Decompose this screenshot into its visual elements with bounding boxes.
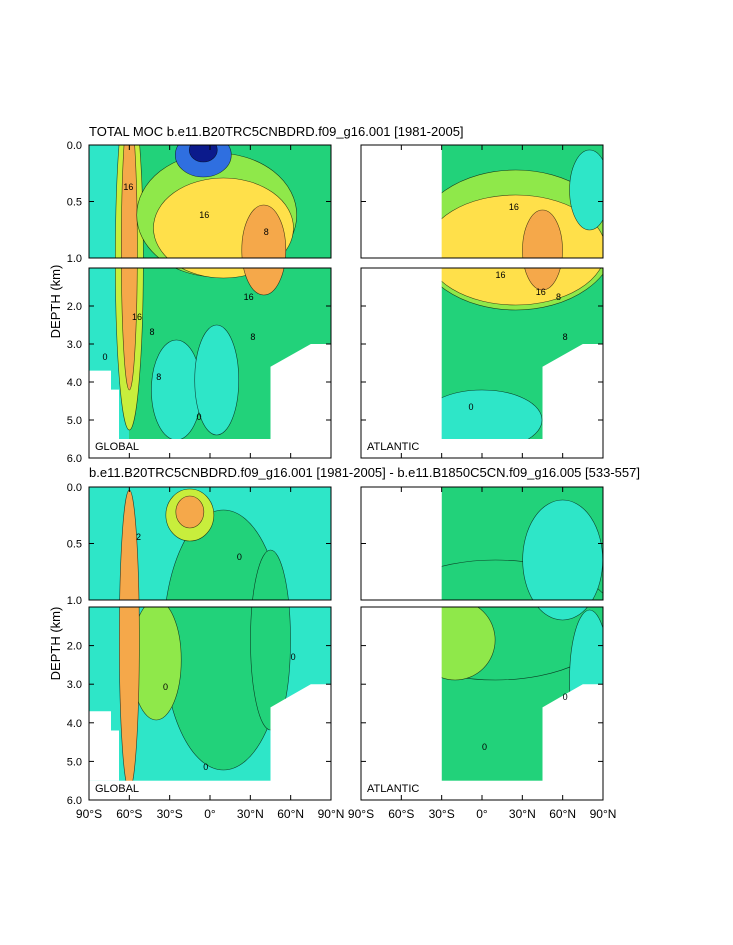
panel-total-global-upper [89,145,331,258]
contour-region [194,324,240,436]
x-tick-label: 0° [476,807,488,821]
contour-region [522,209,563,258]
contour-region [175,495,205,529]
contour-label: 16 [199,210,209,220]
contour-region [252,549,289,600]
y-tick-label: 3.0 [67,679,82,691]
seafloor-mask [542,344,603,458]
y-tick-label: 0.5 [67,197,82,209]
contour-region [121,145,138,258]
y-tick-label: 5.0 [67,756,82,768]
y-tick-label: 6.0 [67,453,82,465]
x-tick-label: 30°N [509,807,536,821]
x-tick-label: 90°N [590,807,617,821]
contour-label: 0 [102,352,107,362]
x-tick-label: 30°S [429,807,455,821]
contour-label: 16 [244,292,254,302]
y-axis-title: DEPTH (km) [48,607,63,681]
x-tick-label: 30°S [157,807,183,821]
contour-label: 0 [563,692,568,702]
contour-label: 16 [132,312,142,322]
contour-label: 8 [150,327,155,337]
seafloor-mask [542,684,603,800]
contour-label: 8 [156,372,161,382]
seafloor-mask [270,344,331,458]
contour-label: 0 [469,402,474,412]
contour-label: 0 [163,682,168,692]
contour-label: 16 [509,202,519,212]
panel-difference-global-upper [89,487,331,600]
land-mask [361,487,442,600]
contour-label: 0 [197,412,202,422]
x-tick-label: 60°N [549,807,576,821]
contour-label: 2 [136,532,141,542]
y-tick-label: 5.0 [67,415,82,427]
y-tick-label: 2.0 [67,641,82,653]
x-tick-label: 30°N [237,807,264,821]
land-mask [361,607,442,800]
x-tick-label: 90°S [76,807,102,821]
contour-region [241,204,287,258]
y-tick-label: 6.0 [67,795,82,807]
seafloor-mask [89,780,331,800]
x-tick-label: 60°S [388,807,414,821]
panel-difference-atlantic-lower [361,607,603,800]
y-tick-label: 2.0 [67,301,82,313]
x-tick-label: 90°N [318,807,345,821]
seafloor-mask [89,370,119,439]
panel-difference-global-lower [89,607,331,800]
y-tick-label: 0.0 [67,482,82,494]
contour-label: 0 [237,552,242,562]
contour-region [243,268,285,296]
land-mask [361,145,442,258]
y-tick-label: 3.0 [67,339,82,351]
land-mask [361,268,442,458]
basin-label-global: GLOBAL [95,441,139,453]
contour-label: 0 [203,762,208,772]
y-tick-label: 0.5 [67,539,82,551]
basin-label-atlantic: ATLANTIC [367,441,419,453]
panel-total-global-lower [89,268,331,458]
x-tick-label: 90°S [348,807,374,821]
basin-label-global: GLOBAL [95,783,139,795]
seafloor-mask [89,439,331,458]
contour-label: 16 [536,287,546,297]
x-tick-label: 0° [204,807,216,821]
y-tick-label: 0.0 [67,140,82,152]
contour-label: 16 [123,182,133,192]
x-tick-label: 60°N [277,807,304,821]
y-tick-label: 1.0 [67,253,82,265]
contour-region [121,268,138,391]
contour-label: 8 [264,227,269,237]
contour-region [430,268,601,306]
seafloor-mask [270,684,331,800]
contour-label: 16 [495,270,505,280]
contour-label: 0 [291,652,296,662]
contour-region [151,339,202,441]
seafloor-mask [89,711,119,781]
panel-total-atlantic-lower [361,268,603,458]
contour-label: 8 [556,292,561,302]
x-tick-label: 60°S [116,807,142,821]
contour-region [522,499,603,600]
contour-label: 8 [250,332,255,342]
contour-region [188,145,218,163]
y-tick-label: 1.0 [67,595,82,607]
contour-label: 0 [482,742,487,752]
bottom-figure-title: b.e11.B20TRC5CNBDRD.f09_g16.001 [1981-20… [89,465,640,480]
y-tick-label: 4.0 [67,718,82,730]
contour-region [537,607,588,621]
y-tick-label: 4.0 [67,377,82,389]
y-axis-title: DEPTH (km) [48,265,63,339]
panel-difference-atlantic-upper [361,487,603,600]
top-figure-title: TOTAL MOC b.e11.B20TRC5CNBDRD.f09_g16.00… [89,124,464,139]
contour-region [524,268,561,291]
panel-total-atlantic-upper [361,145,603,258]
basin-label-atlantic: ATLANTIC [367,783,419,795]
contour-region [569,149,603,231]
contour-label: 8 [563,332,568,342]
